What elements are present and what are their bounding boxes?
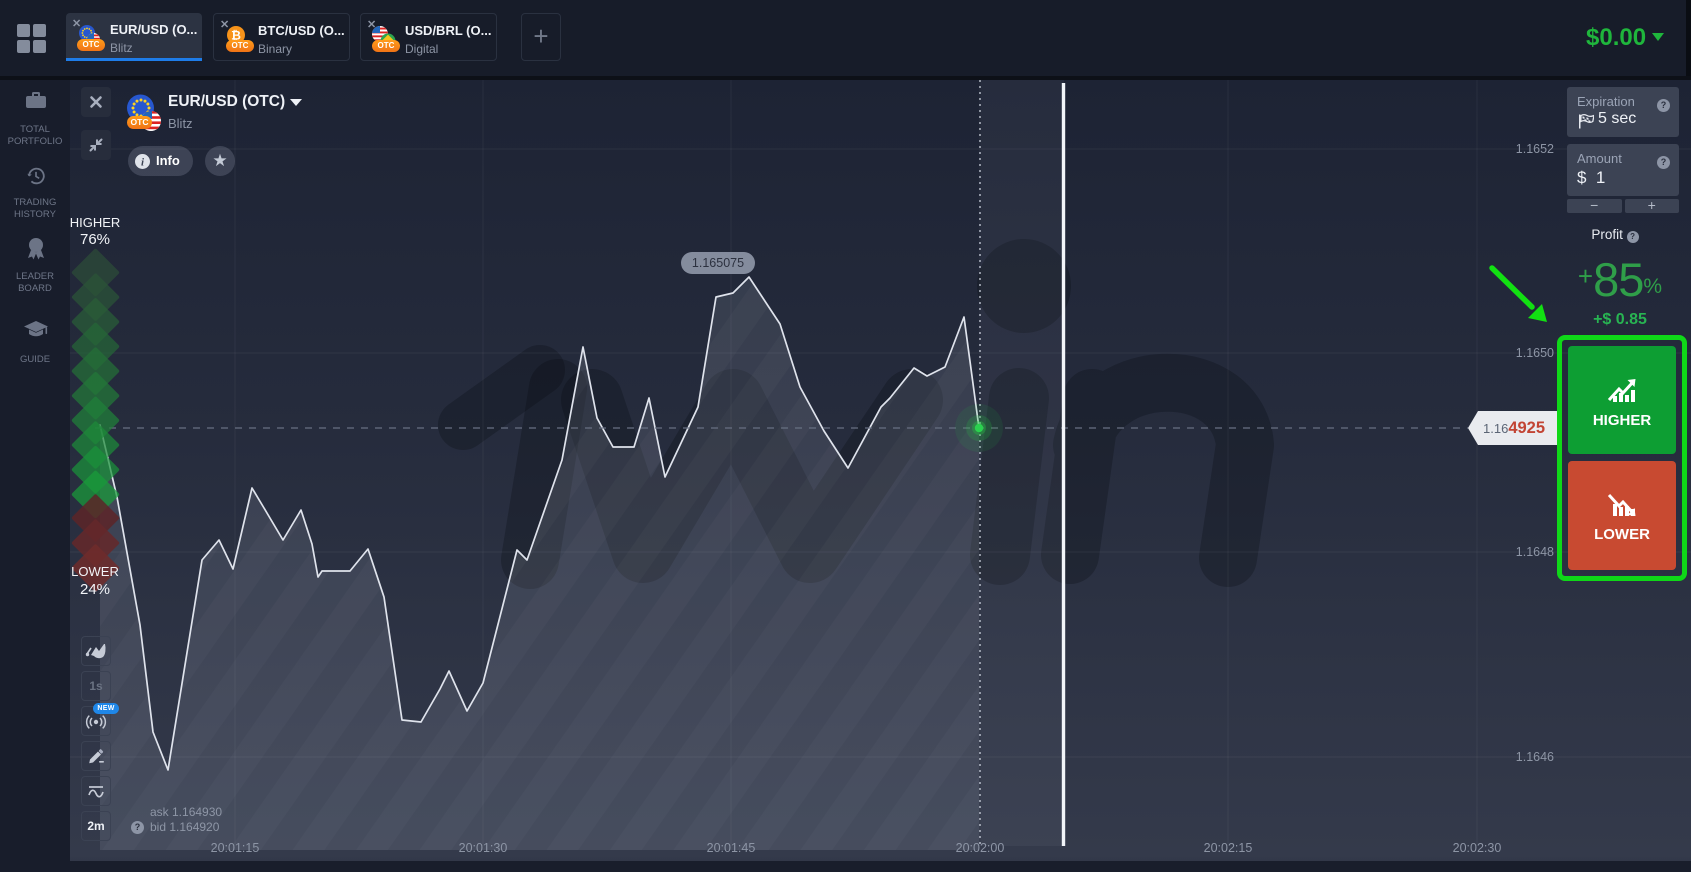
svg-text:₿: ₿ [231, 29, 241, 43]
svg-text:1.165075: 1.165075 [692, 256, 744, 270]
svg-text:i: i [141, 156, 145, 168]
svg-text:1.164925: 1.164925 [1483, 419, 1545, 437]
